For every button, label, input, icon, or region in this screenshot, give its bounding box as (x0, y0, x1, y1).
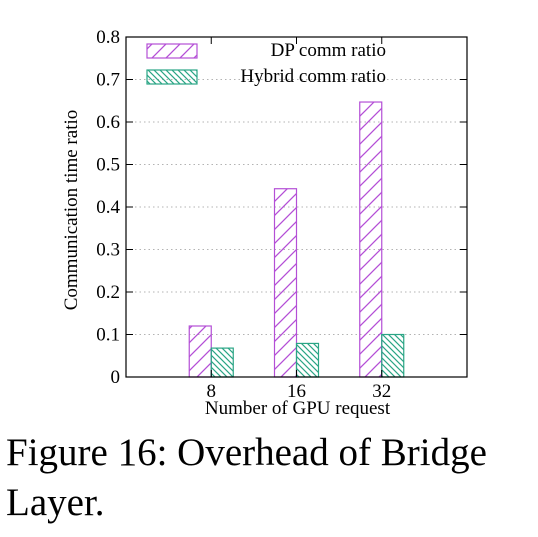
x-axis-label: Number of GPU request (205, 398, 391, 419)
x-tick-label: 16 (287, 381, 306, 402)
bar-dp-8 (188, 325, 212, 378)
grid-lines (126, 79, 467, 335)
legend-label: Hybrid comm ratio (240, 66, 386, 87)
y-tick-label: 0 (111, 367, 121, 388)
bar-dp-32 (359, 101, 383, 378)
bar-hybrid-16 (295, 342, 320, 378)
x-tick-label: 32 (372, 381, 391, 402)
bar-hybrid-32 (381, 333, 405, 378)
y-axis: 0 0.1 0.2 0.3 0.4 0.5 0.6 0.7 0.8 (96, 27, 467, 388)
y-tick-label: 0.1 (96, 325, 120, 346)
y-tick-label: 0.4 (96, 197, 120, 218)
x-tick-label: 8 (207, 381, 217, 402)
legend-label: DP comm ratio (271, 40, 386, 61)
bar-chart: 0 0.1 0.2 0.3 0.4 0.5 0.6 0.7 0.8 8 16 32 DP comm … (61, 27, 468, 419)
y-tick-label: 0.6 (96, 112, 120, 133)
plot-frame (125, 36, 468, 378)
x-axis: 8 16 32 (207, 37, 391, 402)
legend-swatch-dp (146, 43, 198, 59)
y-tick-label: 0.8 (96, 27, 120, 48)
y-tick-label: 0.7 (96, 70, 120, 91)
y-axis-label: Communication time ratio (61, 110, 82, 311)
y-tick-label: 0.3 (96, 240, 120, 261)
bar-dp-16 (273, 188, 298, 378)
bars (188, 101, 405, 378)
bar-hybrid-8 (210, 347, 234, 378)
figure-caption: Figure 16: Overhead of Bridge Layer. (6, 431, 487, 524)
y-tick-label: 0.5 (96, 155, 120, 176)
legend-swatch-hybrid (146, 69, 198, 85)
y-tick-label: 0.2 (96, 282, 120, 303)
legend: DP comm ratio Hybrid comm ratio (146, 40, 386, 87)
